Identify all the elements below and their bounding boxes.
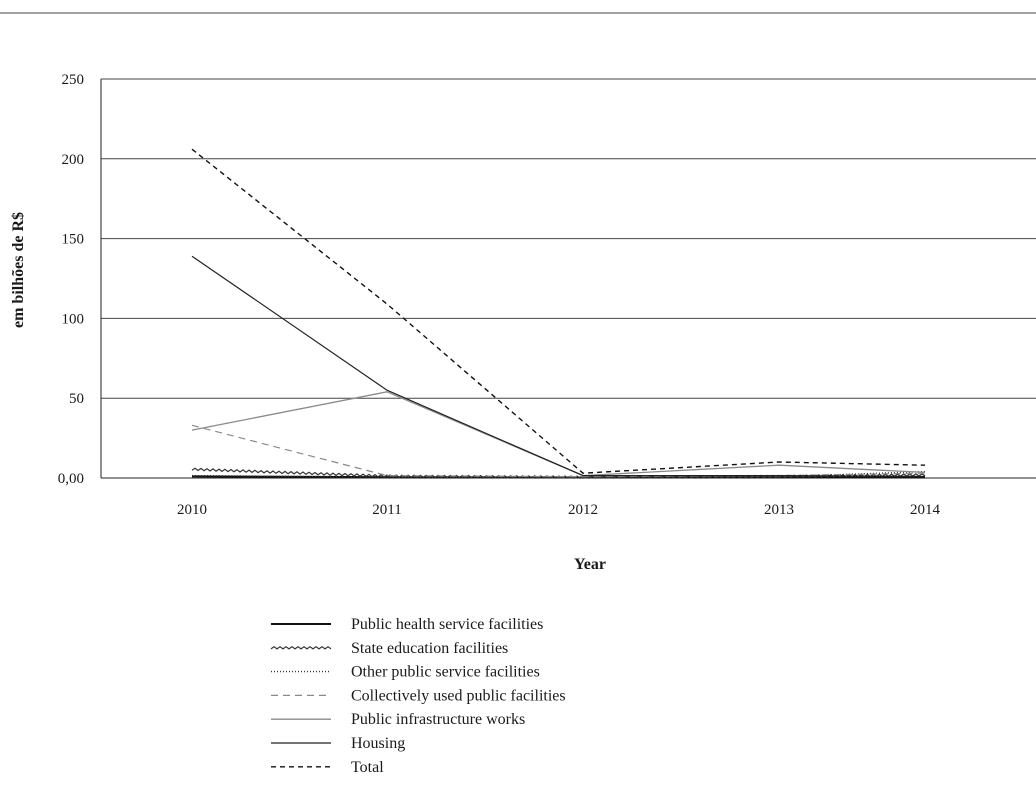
series-line-collectively-used-public-facilities bbox=[191, 424, 926, 478]
legend-swatch-state-education-facilities bbox=[270, 645, 332, 650]
legend-label-collectively-used-public-facilities: Collectively used public facilities bbox=[351, 687, 566, 704]
x-tick-label: 2011 bbox=[372, 502, 401, 518]
legend-label-state-education-facilities: State education facilities bbox=[351, 640, 508, 657]
legend-label-public-health-service-facilities: Public health service facilities bbox=[351, 616, 543, 633]
series-line-total bbox=[191, 148, 926, 474]
y-axis-title: em bilhões de R$ bbox=[10, 212, 27, 328]
legend-label-total: Total bbox=[351, 759, 384, 776]
x-tick-label: 2014 bbox=[910, 502, 941, 518]
y-tick-label: 200 bbox=[62, 152, 85, 168]
y-tick-label: 150 bbox=[62, 232, 85, 248]
legend-label-other-public-service-facilities: Other public service facilities bbox=[351, 664, 540, 681]
tick-labels: 0,00 50 100 150 200 250 2010 2011 2012 2013 2014 bbox=[58, 72, 941, 518]
y-tick-label: 100 bbox=[62, 311, 85, 327]
x-tick-label: 2012 bbox=[568, 502, 598, 518]
gridlines bbox=[101, 78, 1036, 479]
y-tick-label: 250 bbox=[62, 72, 85, 88]
legend-label-housing: Housing bbox=[351, 735, 405, 752]
x-axis-title: Year bbox=[574, 556, 606, 573]
legend-label-public-infrastructure-works: Public infrastructure works bbox=[351, 711, 525, 728]
y-tick-label: 0,00 bbox=[58, 471, 84, 487]
series-lines bbox=[191, 148, 926, 479]
series-line-housing bbox=[191, 255, 926, 477]
y-tick-label: 50 bbox=[69, 391, 84, 407]
x-tick-label: 2010 bbox=[177, 502, 207, 518]
x-tick-label: 2013 bbox=[764, 502, 794, 518]
legend: Public health service facilities State ed… bbox=[270, 616, 566, 776]
